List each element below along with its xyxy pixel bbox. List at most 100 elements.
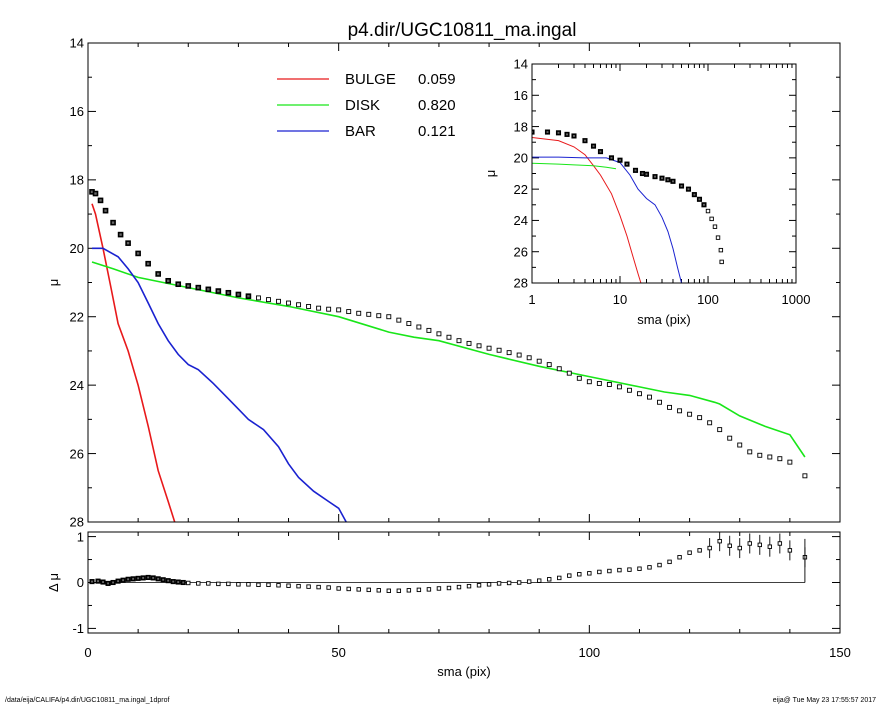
data-point — [130, 576, 136, 582]
data-point — [687, 550, 692, 555]
data-point — [571, 133, 577, 139]
y-tick-label: 28 — [514, 276, 528, 291]
data-point — [586, 379, 592, 385]
data-point — [777, 456, 783, 462]
data-point — [757, 452, 763, 458]
x-tick-label: 100 — [578, 645, 600, 660]
data-point — [266, 297, 271, 303]
data-point — [186, 580, 191, 586]
y-tick-label: 16 — [514, 88, 528, 103]
data-point — [576, 375, 582, 381]
data-point — [747, 541, 752, 546]
data-point — [659, 175, 665, 181]
data-point — [607, 568, 612, 574]
data-point — [546, 362, 552, 368]
data-point — [677, 408, 683, 414]
chart-title: p4.dir/UGC10811_ma.ingal — [348, 20, 577, 41]
data-point — [712, 224, 718, 229]
data-point — [476, 343, 482, 349]
data-point — [276, 583, 281, 588]
data-point — [366, 311, 372, 317]
data-point — [436, 331, 442, 337]
y-tick-label: -1 — [72, 621, 84, 636]
series-bar-line — [532, 156, 682, 283]
data-point — [486, 582, 492, 587]
data-point — [516, 352, 522, 358]
y-tick-label: 14 — [70, 36, 84, 51]
data-point — [446, 334, 452, 340]
data-point — [326, 585, 331, 590]
data-point — [150, 575, 156, 581]
data-point — [175, 281, 182, 288]
data-point — [757, 542, 762, 548]
data-point — [787, 459, 793, 465]
x-tick-label: 150 — [829, 645, 851, 660]
x-tick-label: 10 — [613, 292, 627, 307]
data-point — [617, 157, 623, 163]
data-point — [140, 575, 146, 581]
y-tick-label: 20 — [70, 241, 84, 256]
data-point — [632, 167, 639, 173]
data-point — [687, 411, 693, 417]
data-point — [306, 304, 312, 309]
data-point — [670, 178, 676, 184]
y-tick-label: 16 — [70, 104, 84, 119]
y-tick-label: 1 — [77, 529, 84, 544]
data-point — [597, 569, 602, 575]
data-point — [117, 231, 124, 238]
data-point — [667, 559, 672, 565]
data-point — [206, 581, 211, 586]
data-point — [727, 543, 732, 548]
data-point — [802, 473, 808, 479]
data-point — [678, 183, 685, 189]
data-point — [95, 578, 101, 584]
data-point — [627, 567, 632, 572]
data-point — [100, 579, 106, 585]
data-point — [102, 207, 109, 214]
data-point — [557, 575, 562, 581]
data-point — [466, 583, 472, 589]
data-point — [466, 340, 472, 346]
data-point — [590, 143, 597, 149]
data-point — [306, 584, 311, 589]
y-axis-label: μ — [46, 279, 61, 287]
series-bar-line — [92, 247, 347, 522]
plot-frame — [87, 42, 841, 523]
data-point — [160, 577, 166, 583]
data-point — [276, 298, 281, 304]
data-point — [717, 538, 722, 544]
data-point — [665, 177, 671, 183]
data-point — [180, 579, 186, 586]
data-point — [165, 277, 172, 284]
data-point — [777, 541, 783, 546]
y-tick-label: 24 — [70, 378, 84, 393]
data-point — [235, 291, 242, 298]
data-point — [596, 380, 602, 386]
data-point — [316, 305, 322, 311]
data-point — [685, 186, 692, 192]
data-point — [577, 572, 582, 577]
data-point — [396, 588, 402, 593]
data-point — [256, 582, 261, 587]
data-point — [316, 584, 321, 590]
y-tick-label: 14 — [514, 57, 528, 72]
data-point — [205, 286, 212, 293]
data-point — [266, 582, 271, 587]
data-point — [608, 155, 615, 161]
y-tick-label: 18 — [514, 119, 528, 134]
data-point — [767, 544, 773, 549]
data-point — [185, 283, 192, 289]
data-point — [567, 573, 572, 578]
data-point — [195, 284, 202, 291]
legend-label-disk: DISK — [345, 97, 380, 114]
data-point — [486, 345, 492, 351]
data-point — [637, 566, 642, 571]
y-tick-label: 28 — [70, 515, 84, 530]
data-point — [526, 579, 532, 584]
data-point — [105, 580, 111, 586]
data-point — [626, 387, 632, 393]
data-point — [406, 321, 412, 327]
y-axis-label: Δ μ — [46, 573, 61, 592]
data-point — [135, 250, 141, 257]
data-point — [125, 576, 131, 582]
